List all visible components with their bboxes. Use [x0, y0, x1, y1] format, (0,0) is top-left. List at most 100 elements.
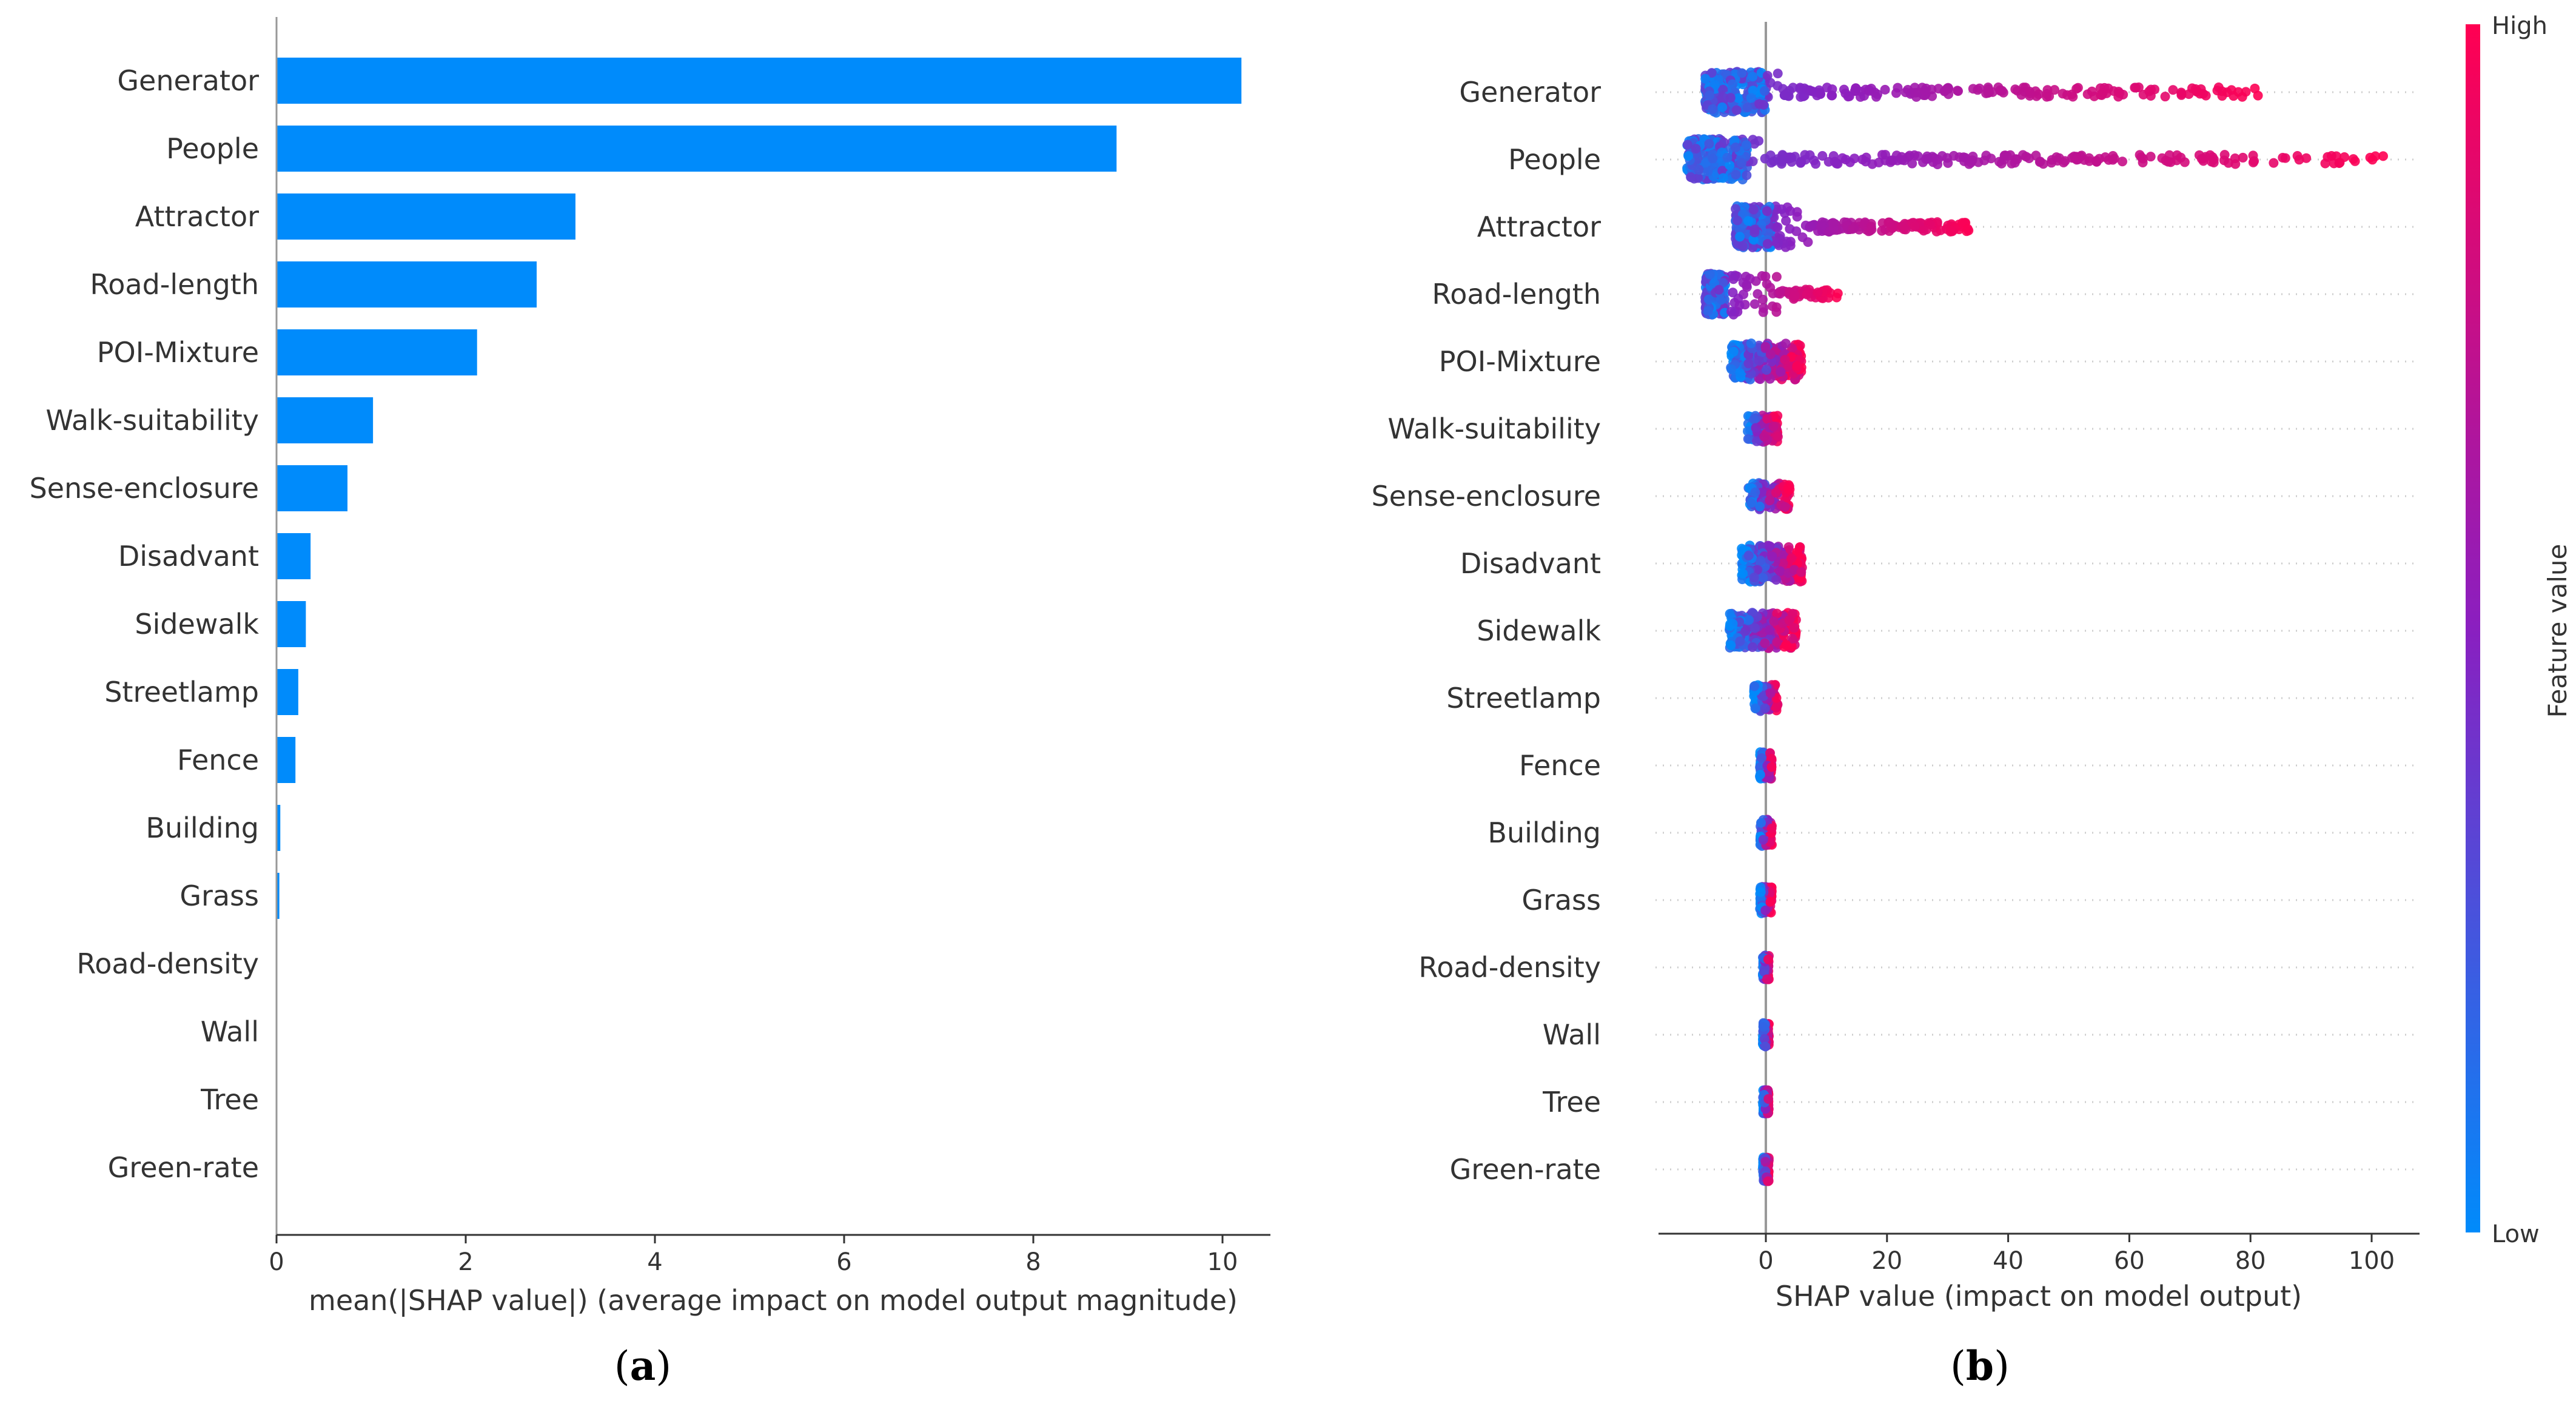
- beeswarm-point: [1778, 558, 1788, 568]
- beeswarm-point: [1953, 86, 1964, 96]
- beeswarm-point: [1750, 487, 1760, 497]
- beeswarm-row-sidewalk: [1725, 608, 1801, 653]
- beeswarm-point: [1704, 139, 1714, 149]
- beeswarm-row-generator: [1700, 67, 2263, 118]
- beeswarm-point: [2000, 150, 2010, 161]
- y-tick-label-tree: Tree: [1542, 1086, 1601, 1118]
- beeswarm-point: [1943, 158, 1953, 168]
- beeswarm-point: [1735, 232, 1745, 242]
- beeswarm-point: [1771, 272, 1782, 282]
- beeswarm-point: [1751, 423, 1761, 433]
- bar-poi-mixture: [277, 329, 477, 375]
- beeswarm-point: [2073, 82, 2083, 93]
- beeswarm-point: [1942, 84, 1952, 94]
- beeswarm-point: [1737, 241, 1748, 251]
- svg-text:(a): (a): [614, 1342, 671, 1390]
- beeswarm-point: [1749, 139, 1760, 149]
- beeswarm-point: [1785, 206, 1796, 216]
- y-tick-label-green-rate: Green-rate: [1450, 1153, 1601, 1186]
- beeswarm-point: [1855, 92, 1865, 102]
- beeswarm-point: [1907, 158, 1917, 169]
- beeswarm-point: [1719, 137, 1729, 147]
- beeswarm-point: [1714, 284, 1724, 295]
- beeswarm-point: [1726, 640, 1736, 650]
- beeswarm-point: [1762, 414, 1773, 424]
- beeswarm-point: [2113, 92, 2124, 102]
- beeswarm-point: [1765, 625, 1775, 635]
- beeswarm-point: [1880, 84, 1890, 95]
- beeswarm-point: [1843, 92, 1853, 102]
- beeswarm-point: [1700, 73, 1711, 84]
- x-tick-label: 4: [647, 1248, 662, 1276]
- beeswarm-point: [2024, 153, 2034, 163]
- beeswarm-point: [1762, 279, 1772, 289]
- beeswarm-point: [1728, 274, 1739, 284]
- beeswarm-point: [1725, 160, 1735, 170]
- beeswarm-point: [1815, 89, 1825, 99]
- beeswarm-row-wall: [1758, 1018, 1774, 1052]
- beeswarm-points: [1682, 67, 2388, 1186]
- beeswarm-point: [1769, 616, 1779, 627]
- bar-attractor: [277, 193, 575, 240]
- x-axis-label: SHAP value (impact on model output): [1776, 1280, 2302, 1313]
- y-tick-label-building: Building: [146, 812, 259, 844]
- beeswarm-point: [1746, 93, 1756, 103]
- beeswarm-point: [1765, 541, 1775, 551]
- beeswarm-point: [1755, 502, 1765, 512]
- beeswarm-point: [1760, 906, 1771, 916]
- beeswarm-point: [1891, 88, 1902, 98]
- beeswarm-point: [1802, 289, 1812, 300]
- y-tick-label-sense-enclosure: Sense-enclosure: [29, 472, 259, 505]
- beeswarm-point: [1708, 104, 1718, 114]
- beeswarm-point: [1921, 154, 1931, 164]
- beeswarm-point: [1731, 169, 1741, 180]
- bar-chart: Generator People Attractor Road-length POI-M…: [29, 17, 1270, 1317]
- bar-road-length: [277, 261, 537, 308]
- beeswarm-point: [2198, 89, 2209, 99]
- x-tick-label: 20: [1871, 1247, 1902, 1275]
- beeswarm-point: [1765, 496, 1775, 506]
- beeswarm-point: [2145, 152, 2156, 162]
- beeswarm-point: [1743, 216, 1753, 226]
- beeswarm-point: [1913, 151, 1923, 161]
- beeswarm-point: [1731, 105, 1742, 115]
- beeswarm-point: [1731, 142, 1741, 152]
- beeswarm-point: [1762, 206, 1772, 217]
- beeswarm-point: [2320, 158, 2330, 169]
- beeswarm-point: [2138, 153, 2148, 164]
- y-tick-labels: Generator People Attractor Road-length POI-M…: [29, 64, 259, 1184]
- beeswarm-point: [1756, 887, 1766, 897]
- beeswarm-point: [1726, 306, 1737, 317]
- beeswarm-point: [1776, 204, 1786, 215]
- beeswarm-point: [1748, 204, 1759, 215]
- beeswarm-point: [1910, 221, 1920, 231]
- beeswarm-point: [1796, 92, 1806, 102]
- beeswarm-point: [1877, 226, 1887, 236]
- y-tick-label-wall: Wall: [1543, 1018, 1601, 1051]
- y-tick-label-poi-mixture: POI-Mixture: [1439, 345, 1601, 378]
- beeswarm-point: [1800, 155, 1811, 165]
- y-tick-label-grass: Grass: [1521, 884, 1601, 916]
- beeswarm-point: [1776, 155, 1786, 165]
- beeswarm-point: [1751, 436, 1762, 446]
- panel-label-b: (b): [1950, 1342, 2010, 1390]
- beeswarm-point: [1873, 89, 1883, 99]
- beeswarm-row-streetlamp: [1749, 680, 1783, 716]
- y-tick-label-road-density: Road-density: [76, 947, 259, 980]
- bar-grass: [277, 873, 280, 919]
- beeswarm-point: [1725, 608, 1735, 619]
- beeswarm-row-walk-suitability: [1743, 411, 1783, 447]
- y-tick-label-streetlamp: Streetlamp: [104, 676, 259, 708]
- beeswarm-point: [1933, 155, 1943, 165]
- beeswarm-point: [1773, 222, 1783, 232]
- beeswarm-point: [1722, 152, 1732, 163]
- beeswarm-point: [1900, 224, 1911, 235]
- beeswarm-point: [1717, 166, 1728, 176]
- beeswarm-point: [1766, 762, 1777, 772]
- beeswarm-point: [1771, 302, 1782, 312]
- beeswarm-point: [2212, 86, 2222, 96]
- x-tick-label: 60: [2114, 1247, 2145, 1275]
- beeswarm-point: [1830, 156, 1840, 167]
- beeswarm-point: [1962, 224, 1973, 234]
- beeswarm-point: [2190, 84, 2201, 94]
